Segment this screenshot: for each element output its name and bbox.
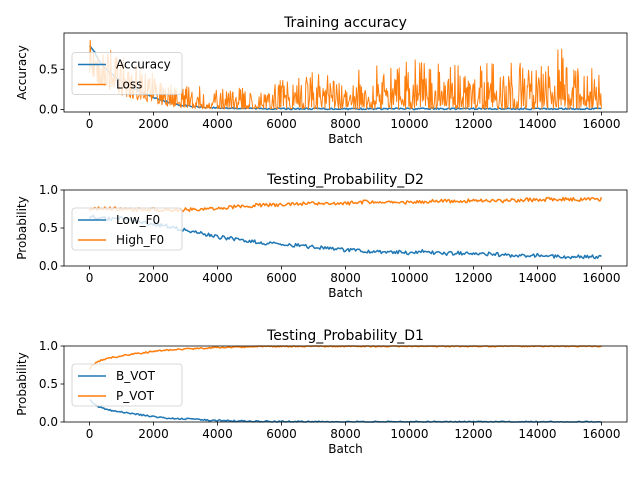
x-tick-label: 0: [86, 427, 94, 441]
x-tick-label: 4000: [202, 117, 233, 131]
x-tick-label: 16000: [582, 117, 620, 131]
x-tick-label: 4000: [202, 271, 233, 285]
x-tick-label: 0: [86, 271, 94, 285]
x-tick-label: 12000: [454, 427, 492, 441]
y-tick-label: 0.5: [39, 221, 58, 235]
x-tick-label: 8000: [330, 427, 361, 441]
x-tick-label: 8000: [330, 117, 361, 131]
y-axis-label: Accuracy: [15, 45, 29, 100]
legend-label: B_VOT: [116, 369, 156, 383]
x-tick-label: 2000: [138, 427, 169, 441]
legend-label: High_F0: [116, 233, 164, 247]
y-tick-label: 1.0: [39, 339, 58, 353]
x-axis-label: Batch: [328, 286, 363, 300]
y-tick-label: 1.0: [39, 183, 58, 197]
y-axis-label: Probability: [15, 196, 29, 259]
x-tick-label: 16000: [582, 427, 620, 441]
x-axis-label: Batch: [328, 442, 363, 456]
x-tick-label: 14000: [518, 117, 556, 131]
x-tick-label: 10000: [390, 427, 428, 441]
legend-label: Accuracy: [116, 58, 171, 72]
y-tick-label: 0.0: [39, 415, 58, 429]
x-tick-label: 12000: [454, 117, 492, 131]
x-axis-label: Batch: [328, 132, 363, 146]
x-tick-label: 0: [86, 117, 94, 131]
chart-title: Testing_Probability_D2: [266, 172, 424, 188]
legend-label: Low_F0: [116, 213, 160, 227]
legend-label: P_VOT: [116, 389, 155, 403]
y-tick-label: 0.5: [39, 62, 58, 76]
x-tick-label: 10000: [390, 271, 428, 285]
x-tick-label: 10000: [390, 117, 428, 131]
y-tick-label: 0.0: [39, 103, 58, 117]
x-tick-label: 2000: [138, 117, 169, 131]
x-tick-label: 16000: [582, 271, 620, 285]
x-tick-label: 6000: [266, 117, 297, 131]
x-tick-label: 6000: [266, 271, 297, 285]
chart-title: Testing_Probability_D1: [266, 328, 424, 344]
y-tick-label: 0.0: [39, 259, 58, 273]
x-tick-label: 6000: [266, 427, 297, 441]
x-tick-label: 4000: [202, 427, 233, 441]
chart-title: Training accuracy: [283, 15, 407, 31]
y-tick-label: 0.5: [39, 377, 58, 391]
x-tick-label: 14000: [518, 271, 556, 285]
x-tick-label: 8000: [330, 271, 361, 285]
y-axis-label: Probability: [15, 352, 29, 415]
x-tick-label: 14000: [518, 427, 556, 441]
legend-label: Loss: [116, 78, 142, 92]
x-tick-label: 2000: [138, 271, 169, 285]
x-tick-label: 12000: [454, 271, 492, 285]
